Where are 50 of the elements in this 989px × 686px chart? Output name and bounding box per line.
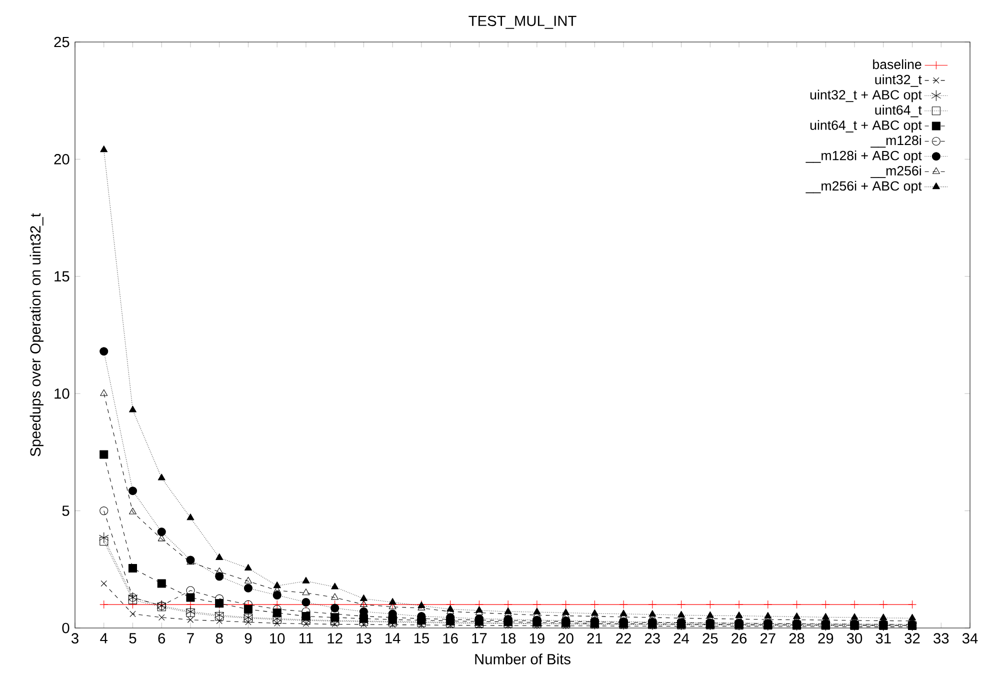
y-tick-label: 25 xyxy=(54,36,70,48)
x-tick-label: 10 xyxy=(270,633,285,644)
y-tick-label: 10 xyxy=(54,388,70,399)
x-tick-label: 32 xyxy=(904,633,920,644)
x-tick-label: 30 xyxy=(846,633,862,644)
x-tick-label: 8 xyxy=(216,633,223,644)
y-tick-label: 20 xyxy=(54,154,70,164)
x-tick-label: 14 xyxy=(386,633,400,644)
x-tick-label: 24 xyxy=(674,633,690,644)
x-tick-label: 19 xyxy=(530,633,544,644)
x-tick-label: 3 xyxy=(71,633,78,644)
x-tick-label: 31 xyxy=(876,633,891,644)
y-axis-title: Speedups over Operation on uint32_t xyxy=(30,213,44,456)
x-tick-label: 26 xyxy=(732,633,747,644)
y-tick-label: 5 xyxy=(62,506,70,516)
legend-label: __m128i + ABC opt xyxy=(806,150,922,163)
x-tick-label: 20 xyxy=(558,633,574,644)
x-axis-title: Number of Bits xyxy=(475,654,570,664)
x-tick-label: 27 xyxy=(760,633,776,644)
x-tick-label: 29 xyxy=(818,633,834,644)
x-tick-label: 7 xyxy=(187,633,194,644)
legend-label: uint64_t xyxy=(875,104,922,118)
x-tick-label: 25 xyxy=(702,633,718,644)
x-tick-label: 17 xyxy=(472,633,487,644)
legend-label: __m256i + ABC opt xyxy=(806,180,922,194)
x-tick-label: 11 xyxy=(299,633,313,644)
x-tick-label: 18 xyxy=(501,633,516,644)
x-tick-label: 5 xyxy=(129,633,136,644)
legend-label: __m128i xyxy=(870,135,921,148)
legend-label: uint32_t xyxy=(875,74,922,87)
x-tick-label: 12 xyxy=(328,633,342,644)
x-tick-label: 28 xyxy=(789,633,804,644)
legend-label: __m256i xyxy=(870,166,921,178)
x-tick-label: 34 xyxy=(962,633,978,644)
y-tick-label: 0 xyxy=(62,622,70,634)
x-tick-label: 9 xyxy=(244,633,252,644)
legend-label: uint32_t + ABC opt xyxy=(810,90,922,102)
y-tick-label: 15 xyxy=(54,271,70,282)
legend-label: uint64_t + ABC opt xyxy=(810,120,922,133)
legend-label: baseline xyxy=(873,59,922,70)
x-tick-label: 4 xyxy=(100,633,108,644)
x-tick-label: 23 xyxy=(645,633,660,644)
x-tick-label: 33 xyxy=(934,633,949,644)
x-tick-label: 21 xyxy=(587,633,602,644)
x-tick-label: 6 xyxy=(158,633,166,644)
x-tick-label: 22 xyxy=(616,633,631,644)
x-tick-label: 13 xyxy=(356,633,372,644)
chart-title: TEST_MUL_INT xyxy=(468,16,576,29)
x-tick-label: 15 xyxy=(414,633,429,644)
x-tick-label: 16 xyxy=(443,633,458,644)
